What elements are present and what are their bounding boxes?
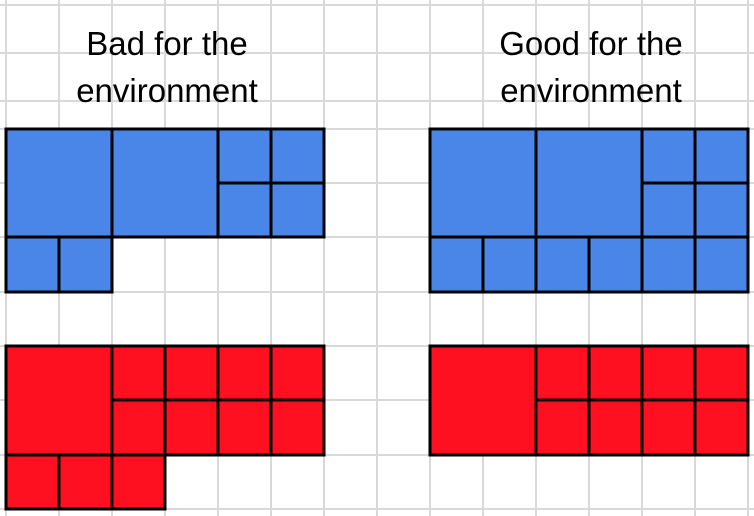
blue-block [693, 235, 750, 294]
blue-block [269, 181, 326, 239]
heading-left-line-1: Bad for the [86, 25, 247, 62]
red-block [693, 344, 750, 402]
red-block [216, 398, 273, 457]
heading-right-line-1: Good for the [499, 25, 682, 62]
red-block [693, 398, 750, 457]
red-block [640, 398, 697, 457]
blue-block [640, 127, 697, 185]
blue-block [534, 235, 591, 294]
red-block [587, 344, 644, 402]
blue-block [216, 127, 273, 185]
red-block [110, 453, 167, 511]
red-block [269, 344, 326, 402]
red-block [269, 398, 326, 457]
red-block [163, 344, 220, 402]
red-block [163, 398, 220, 457]
blue-block [4, 235, 61, 294]
red-block [110, 344, 167, 402]
red-block [4, 453, 61, 511]
block-groups [4, 127, 750, 511]
blue-block [269, 127, 326, 185]
left-red-group [4, 344, 326, 511]
blue-block [4, 127, 114, 239]
blue-block [428, 127, 538, 239]
heading-right: Good for the environment [499, 25, 682, 109]
red-block [534, 344, 591, 402]
red-block [534, 398, 591, 457]
blue-block [693, 181, 750, 239]
heading-left-line-2: environment [76, 72, 258, 109]
red-block [640, 344, 697, 402]
red-block [587, 398, 644, 457]
blue-block [534, 127, 644, 239]
blue-block [587, 235, 644, 294]
blue-block [216, 181, 273, 239]
blue-block [693, 127, 750, 185]
blue-block [640, 181, 697, 239]
heading-right-line-2: environment [500, 72, 682, 109]
red-block [4, 344, 114, 457]
right-red-group [428, 344, 750, 457]
blue-block [640, 235, 697, 294]
red-block [110, 398, 167, 457]
blue-block [428, 235, 485, 294]
red-block [216, 344, 273, 402]
blue-block [57, 235, 114, 294]
red-block [57, 453, 114, 511]
blue-block [481, 235, 538, 294]
left-blue-group [4, 127, 326, 294]
heading-left: Bad for the environment [76, 25, 258, 109]
right-blue-group [428, 127, 750, 294]
red-block [428, 344, 538, 457]
blue-block [110, 127, 220, 239]
